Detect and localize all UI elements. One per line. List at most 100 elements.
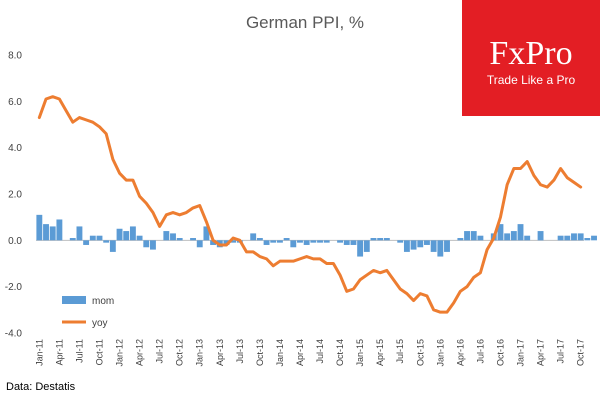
- mom-bar: [470, 231, 477, 241]
- mom-bar: [136, 235, 143, 241]
- mom-bar: [310, 240, 317, 243]
- x-tick-label: Oct-15: [415, 339, 425, 366]
- mom-bar: [297, 240, 303, 243]
- mom-bar: [571, 233, 577, 241]
- source-note: Data: Destatis: [6, 381, 76, 393]
- mom-bar: [564, 235, 571, 241]
- mom-bar: [557, 235, 564, 241]
- mom-bar: [510, 231, 517, 241]
- mom-bar: [397, 240, 404, 243]
- mom-bar: [210, 240, 217, 245]
- x-tick-label: Jan-13: [195, 339, 205, 367]
- x-tick-label: Jul-13: [235, 339, 245, 364]
- mom-bar: [577, 233, 584, 241]
- x-tick-label: Apr-15: [375, 339, 385, 366]
- x-tick-label: Oct-13: [255, 339, 265, 366]
- mom-bar: [457, 238, 464, 241]
- x-tick-label: Apr-17: [536, 339, 546, 366]
- mom-bar: [123, 231, 130, 241]
- mom-bar: [103, 240, 110, 243]
- mom-bar: [56, 219, 63, 241]
- x-tick-label: Jul-12: [155, 339, 165, 364]
- mom-bar: [357, 240, 364, 257]
- mom-bar: [524, 235, 531, 241]
- mom-bar: [303, 240, 310, 245]
- mom-bar: [256, 238, 263, 241]
- mom-bar: [517, 224, 524, 241]
- x-tick-label: Jan-11: [34, 339, 44, 366]
- x-tick-label: Jul-15: [395, 339, 405, 364]
- mom-bar: [96, 235, 103, 241]
- logo-wordmark: FxPro: [489, 35, 572, 72]
- mom-bar: [363, 240, 370, 252]
- x-tick-label: Jan-15: [355, 339, 365, 367]
- mom-bar: [424, 240, 430, 245]
- legend: mom yoy: [62, 296, 114, 329]
- mom-bar: [317, 240, 323, 243]
- x-tick-label: Apr-12: [135, 339, 145, 366]
- mom-bar: [196, 240, 203, 248]
- y-tick-label: -2.0: [5, 282, 23, 293]
- mom-bar: [270, 240, 277, 243]
- mom-bar: [444, 240, 450, 252]
- chart-title: German PPI, %: [246, 13, 364, 32]
- mom-bar: [591, 235, 597, 241]
- mom-bar: [223, 240, 230, 245]
- x-tick-label: Jul-14: [315, 339, 325, 364]
- yoy-series-line: [37, 95, 583, 314]
- y-tick-label: 2.0: [8, 190, 22, 201]
- x-tick-label: Apr-11: [54, 339, 64, 365]
- mom-bar: [410, 240, 417, 250]
- legend-mom-label: mom: [92, 296, 114, 307]
- mom-bar: [417, 240, 424, 248]
- logo-tagline: Trade Like a Pro: [487, 73, 576, 87]
- x-tick-label: Jan-17: [516, 339, 526, 367]
- x-tick-label: Jan-14: [275, 339, 285, 367]
- mom-bar: [109, 240, 116, 252]
- mom-bar: [276, 240, 283, 243]
- mom-bar: [250, 233, 257, 241]
- mom-bar: [370, 238, 377, 241]
- mom-bar: [323, 240, 330, 243]
- mom-bar: [343, 240, 350, 245]
- x-tick-label: Oct-14: [335, 339, 345, 366]
- x-tick-label: Jan-12: [115, 339, 125, 367]
- y-tick-label: 4.0: [8, 143, 22, 154]
- x-axis: Jan-11 Apr-11 Jul-11 Oct-11 Jan-12 Apr-12 Jul-…: [34, 339, 585, 367]
- mom-bar: [497, 224, 504, 241]
- mom-bar: [203, 226, 210, 241]
- mom-bar: [116, 228, 123, 241]
- mom-bar: [143, 240, 150, 248]
- mom-bar: [504, 233, 511, 241]
- mom-bar: [263, 240, 270, 245]
- mom-bar: [230, 240, 237, 243]
- mom-bar: [350, 240, 357, 245]
- mom-bar: [537, 231, 544, 241]
- y-tick-label: 6.0: [8, 97, 22, 108]
- x-tick-label: Apr-13: [215, 339, 225, 366]
- x-tick-label: Apr-14: [295, 339, 305, 366]
- mom-bars: [36, 214, 597, 257]
- mom-bar: [283, 238, 290, 241]
- x-tick-label: Jul-16: [475, 339, 485, 364]
- mom-bar: [163, 231, 170, 241]
- mom-bar: [190, 238, 196, 241]
- mom-bar: [76, 226, 83, 241]
- x-tick-label: Oct-16: [496, 339, 506, 366]
- x-tick-label: Apr-16: [455, 339, 465, 366]
- mom-bar: [584, 238, 591, 241]
- y-tick-label: -4.0: [5, 329, 23, 340]
- mom-bar: [477, 235, 484, 241]
- x-tick-label: Oct-12: [175, 339, 185, 366]
- logo-background: [462, 0, 600, 116]
- mom-bar: [464, 231, 470, 241]
- mom-bar: [89, 235, 96, 241]
- mom-bar: [69, 238, 76, 241]
- legend-mom-swatch: [62, 296, 86, 304]
- y-axis: 8.0 6.0 4.0 2.0 0.0 -2.0 -4.0: [5, 51, 23, 340]
- mom-bar: [150, 240, 156, 250]
- x-tick-label: Jul-17: [556, 339, 566, 364]
- fxpro-logo: FxPro Trade Like a Pro: [462, 0, 600, 116]
- mom-bar: [437, 240, 444, 257]
